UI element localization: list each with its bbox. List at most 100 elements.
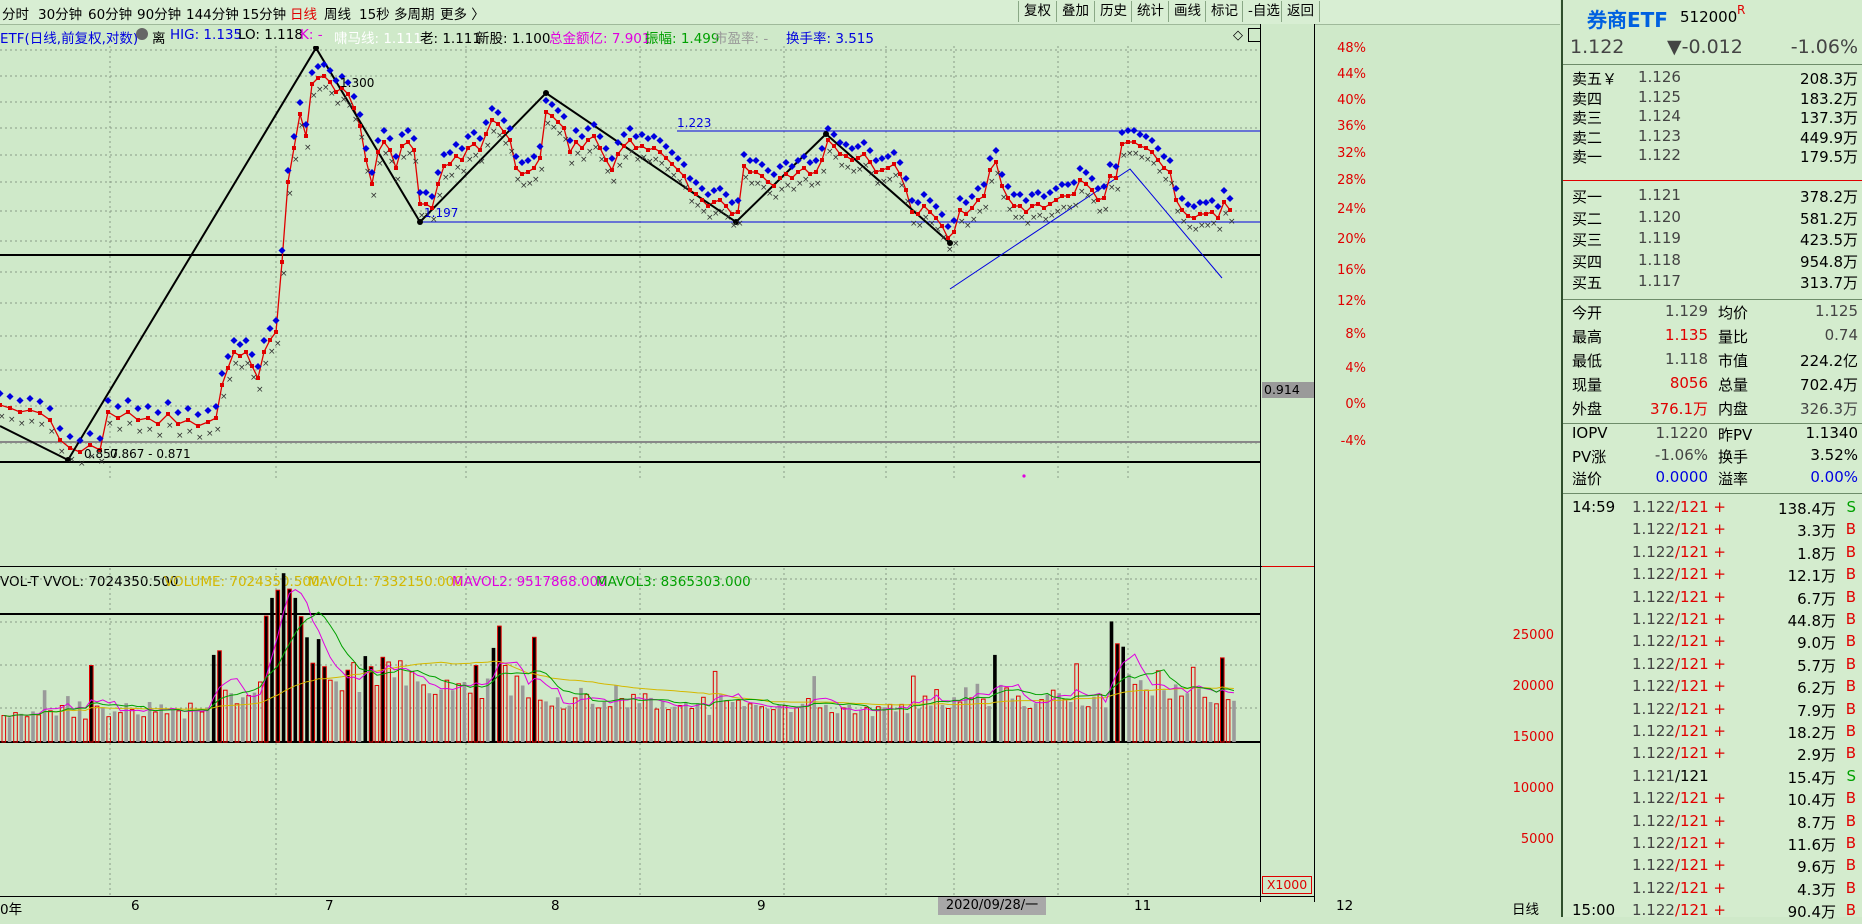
iopv-label: 换手 xyxy=(1718,448,1749,466)
lower-point: × xyxy=(814,179,822,189)
bid-price: 1.120 xyxy=(1638,207,1681,226)
tick-row[interactable]: 1.122/121 +10.4万 B xyxy=(1572,789,1858,812)
tick-volume: 12.1万 xyxy=(1787,567,1836,586)
bid-row[interactable]: 买一 1.121 378.2万 xyxy=(1572,186,1858,208)
vol-bar xyxy=(859,710,863,742)
tick-row[interactable]: 1.122/121 +9.0万 B xyxy=(1572,632,1858,655)
k-point xyxy=(838,152,842,156)
ask-row[interactable]: 卖一 1.122 179.5万 xyxy=(1572,146,1858,168)
bid-row[interactable]: 买四 1.118 954.8万 xyxy=(1572,251,1858,273)
upper-point xyxy=(776,162,784,171)
ask-row[interactable]: 卖四 1.125 183.2万 xyxy=(1572,88,1858,110)
restore-rights-button[interactable]: 复权 xyxy=(1018,1,1057,22)
overlay-button[interactable]: 叠加 xyxy=(1056,1,1095,22)
tick-row[interactable]: 1.121/121 15.4万 S xyxy=(1572,767,1858,790)
tf-intraday[interactable]: 分时 xyxy=(2,7,29,23)
vol-bar xyxy=(526,697,531,743)
settings-circle-icon[interactable] xyxy=(136,28,148,40)
tf-15min[interactable]: 15分钟 xyxy=(242,7,287,23)
tick-row[interactable]: 1.122/121 +3.3万 B xyxy=(1572,520,1858,543)
k-point xyxy=(826,138,830,142)
tick-row[interactable]: 1.122/121 +6.7万 B xyxy=(1572,588,1858,611)
diamond-icon[interactable]: ◇ xyxy=(1233,28,1243,43)
k-point xyxy=(646,148,650,152)
k-point xyxy=(346,92,350,96)
annotation-min: 0.857 xyxy=(84,447,119,461)
tf-multi[interactable]: 多周期 xyxy=(394,7,435,23)
watchlist-button[interactable]: -自选 xyxy=(1242,1,1286,22)
tick-row[interactable]: 1.122/121 +4.3万 B xyxy=(1572,879,1858,902)
draw-line-button[interactable]: 画线 xyxy=(1168,1,1207,22)
iopv-label: 溢价 xyxy=(1572,470,1603,488)
upper-point xyxy=(36,397,44,406)
stats-button[interactable]: 统计 xyxy=(1131,1,1170,22)
bid-row[interactable]: 买三 1.119 423.5万 xyxy=(1572,229,1858,251)
tick-row[interactable]: 1.122/121 +9.6万 B xyxy=(1572,856,1858,879)
vol-bar xyxy=(894,711,898,742)
tick-row[interactable]: 14:59 1.122/121 +138.4万 S xyxy=(1572,498,1858,521)
tf-30min[interactable]: 30分钟 xyxy=(38,7,83,23)
tick-row[interactable]: 1.122/121 +6.2万 B xyxy=(1572,677,1858,700)
tick-price-value: 1.122 xyxy=(1632,856,1675,875)
tf-daily[interactable]: 日线 xyxy=(290,7,317,23)
ask-row[interactable]: 卖五￥ 1.126 208.3万 xyxy=(1572,68,1858,90)
bid-row[interactable]: 买二 1.120 581.2万 xyxy=(1572,208,1858,230)
k-point xyxy=(778,176,782,180)
lower-point: × xyxy=(802,175,810,185)
price-chart[interactable]: × × × × ×××× ×× ××××× ×××× ×× × ××××××××××××××××××… xyxy=(0,46,1262,478)
k-point xyxy=(682,174,686,178)
tick-row[interactable]: 15:00 1.122/121 +90.4万 B xyxy=(1572,901,1858,924)
lower-point: × xyxy=(1138,153,1146,163)
tick-volume: 138.4万 xyxy=(1778,500,1836,518)
ask-volume: 183.2万 xyxy=(1800,89,1858,108)
ask-row[interactable]: 卖三 1.124 137.3万 xyxy=(1572,107,1858,129)
bid-row[interactable]: 买五 1.117 313.7万 xyxy=(1572,272,1858,294)
volume-chart[interactable] xyxy=(0,568,1262,898)
vol-bar xyxy=(1027,708,1033,743)
tf-15sec[interactable]: 15秒 xyxy=(359,7,390,23)
vol-bar xyxy=(887,703,893,743)
vol-bar xyxy=(432,693,438,743)
tf-weekly[interactable]: 周线 xyxy=(324,7,351,23)
tick-sign: + xyxy=(1708,811,1726,830)
tf-60min[interactable]: 60分钟 xyxy=(88,7,133,23)
tick-price: 1.121/121 xyxy=(1632,767,1709,785)
tf-more[interactable]: 更多 〉 xyxy=(440,7,485,23)
upper-point xyxy=(908,196,916,205)
ask-price: 1.123 xyxy=(1638,126,1681,145)
upper-point xyxy=(124,396,132,405)
k-point xyxy=(772,184,776,188)
tick-count: /121 xyxy=(1674,699,1709,718)
mark-button[interactable]: 标记 xyxy=(1205,1,1244,22)
tick-row[interactable]: 1.122/121 +11.6万 B xyxy=(1572,834,1858,857)
ask-label: 卖二 xyxy=(1572,128,1603,147)
tick-volume: 9.0万 xyxy=(1797,634,1836,653)
tick-row[interactable]: 1.122/121 +12.1万 B xyxy=(1572,565,1858,588)
upper-point xyxy=(356,110,364,119)
k-point xyxy=(496,122,500,126)
tick-row[interactable]: 1.122/121 +18.2万 B xyxy=(1572,722,1858,745)
tick-row[interactable]: 1.122/121 +2.9万 B xyxy=(1572,744,1858,767)
tf-144min[interactable]: 144分钟 xyxy=(186,7,239,23)
tick-row[interactable]: 1.122/121 +7.9万 B xyxy=(1572,700,1858,723)
vol-bar xyxy=(1045,694,1050,742)
tick-row[interactable]: 1.122/121 +1.8万 B xyxy=(1572,543,1858,566)
history-button[interactable]: 历史 xyxy=(1094,1,1133,22)
tf-90min[interactable]: 90分钟 xyxy=(137,7,182,23)
back-button[interactable]: 返回 xyxy=(1281,1,1320,22)
panel-price: 1.122 xyxy=(1570,36,1625,58)
pct-label: 44% xyxy=(1337,67,1366,82)
iopv-value: 0.0000 xyxy=(1655,468,1709,486)
tick-row[interactable]: 1.122/121 +5.7万 B xyxy=(1572,655,1858,678)
k-point xyxy=(376,150,380,154)
lower-point: × xyxy=(904,197,912,207)
upper-point xyxy=(692,178,700,187)
tick-row[interactable]: 1.122/121 +8.7万 B xyxy=(1572,812,1858,835)
k-point xyxy=(664,156,668,160)
upper-point xyxy=(56,424,64,433)
ask-row[interactable]: 卖二 1.123 449.9万 xyxy=(1572,127,1858,149)
tick-row[interactable]: 1.122/121 +44.8万 B xyxy=(1572,610,1858,633)
upper-point xyxy=(728,198,736,207)
lower-point: × xyxy=(58,447,66,457)
stat-row: 最高 1.135 量比 0.74 xyxy=(1572,326,1858,348)
